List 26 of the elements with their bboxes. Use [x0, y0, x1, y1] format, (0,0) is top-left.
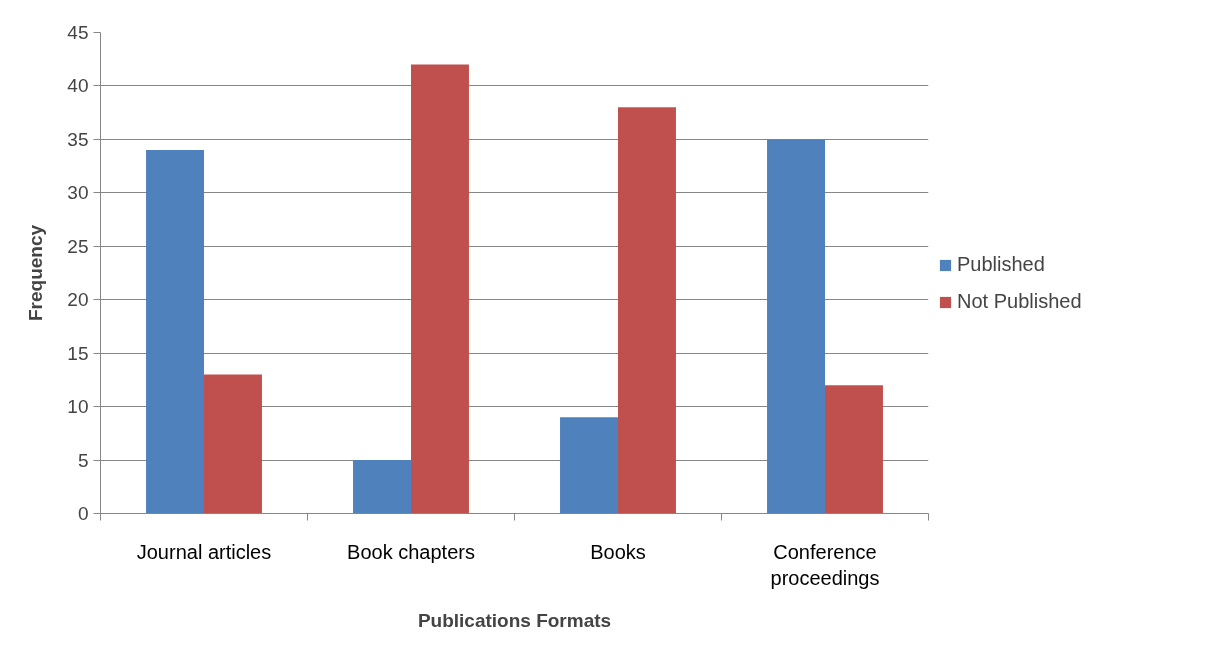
- legend-label: Not Published: [957, 290, 1082, 313]
- y-tick-label: 40: [67, 75, 89, 97]
- x-tick-label: Journal articles: [136, 540, 272, 563]
- x-tick-label: Book chapters: [347, 540, 475, 563]
- bar: [411, 64, 469, 514]
- x-tick-label: Books: [590, 540, 646, 563]
- bar: [767, 139, 825, 514]
- y-tick-label: 25: [67, 235, 89, 257]
- y-tick-label: 30: [67, 182, 89, 204]
- bar: [560, 417, 618, 514]
- y-tick-label: 45: [67, 22, 89, 43]
- x-axis-title: Publications Formats: [417, 609, 612, 631]
- x-tick-label: Conference proceedings: [770, 540, 880, 589]
- y-axis-title: Frequency: [25, 224, 47, 322]
- legend-label: Published: [957, 253, 1045, 276]
- bar: [146, 150, 204, 514]
- bar: [204, 374, 262, 514]
- y-tick-label: 15: [67, 342, 89, 364]
- y-tick-label: 10: [67, 396, 89, 418]
- y-tick-label: 5: [77, 449, 89, 471]
- y-tick-label: 20: [67, 289, 89, 311]
- bar: [825, 385, 883, 514]
- bar: [618, 107, 676, 514]
- y-tick-label: 0: [77, 503, 89, 524]
- bar: [353, 460, 411, 514]
- y-tick-label: 35: [67, 128, 89, 150]
